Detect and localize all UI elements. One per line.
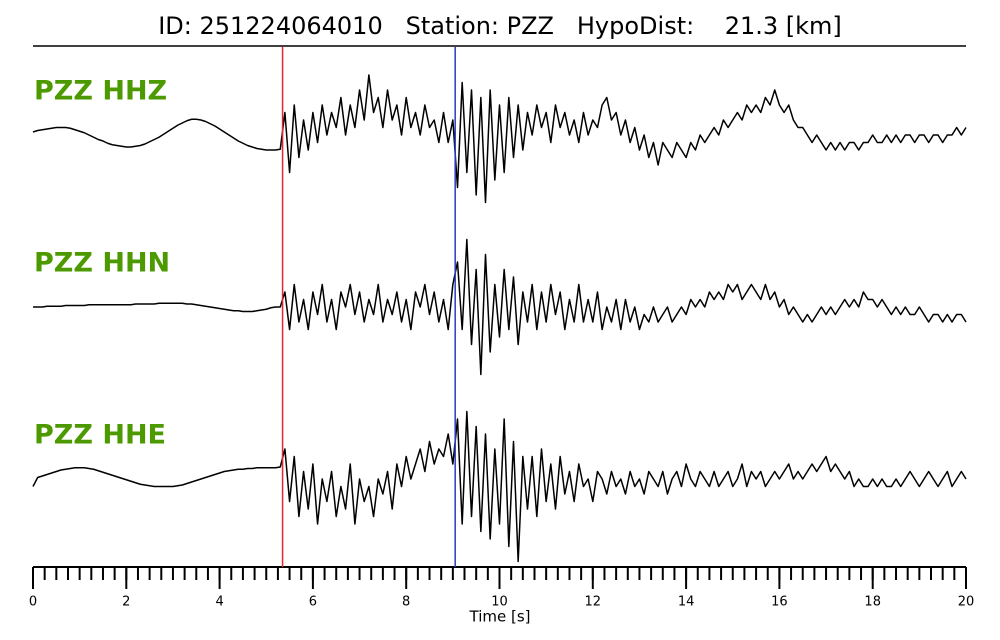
x-tick-label: 0 xyxy=(29,595,37,610)
waveform xyxy=(32,410,967,563)
x-tick-label: 6 xyxy=(309,595,317,610)
trace-label: PZZ HHN xyxy=(34,248,170,279)
x-axis-label: Time [s] xyxy=(469,608,531,626)
x-tick-label: 16 xyxy=(771,595,788,610)
x-tick-label: 20 xyxy=(958,595,975,610)
waveform xyxy=(32,74,967,204)
x-tick-label: 14 xyxy=(678,595,695,610)
chart-title: ID: 251224064010 Station: PZZ HypoDist: … xyxy=(158,12,842,40)
x-tick-label: 18 xyxy=(864,595,881,610)
trace-label: PZZ HHE xyxy=(34,420,166,451)
waveform xyxy=(33,238,967,376)
x-tick-label: 4 xyxy=(215,595,223,610)
trace-label: PZZ HHZ xyxy=(34,76,167,107)
x-tick-label: 10 xyxy=(491,595,508,610)
x-tick-label: 8 xyxy=(402,595,410,610)
x-tick-label: 12 xyxy=(585,595,602,610)
x-tick-label: 2 xyxy=(122,595,130,610)
